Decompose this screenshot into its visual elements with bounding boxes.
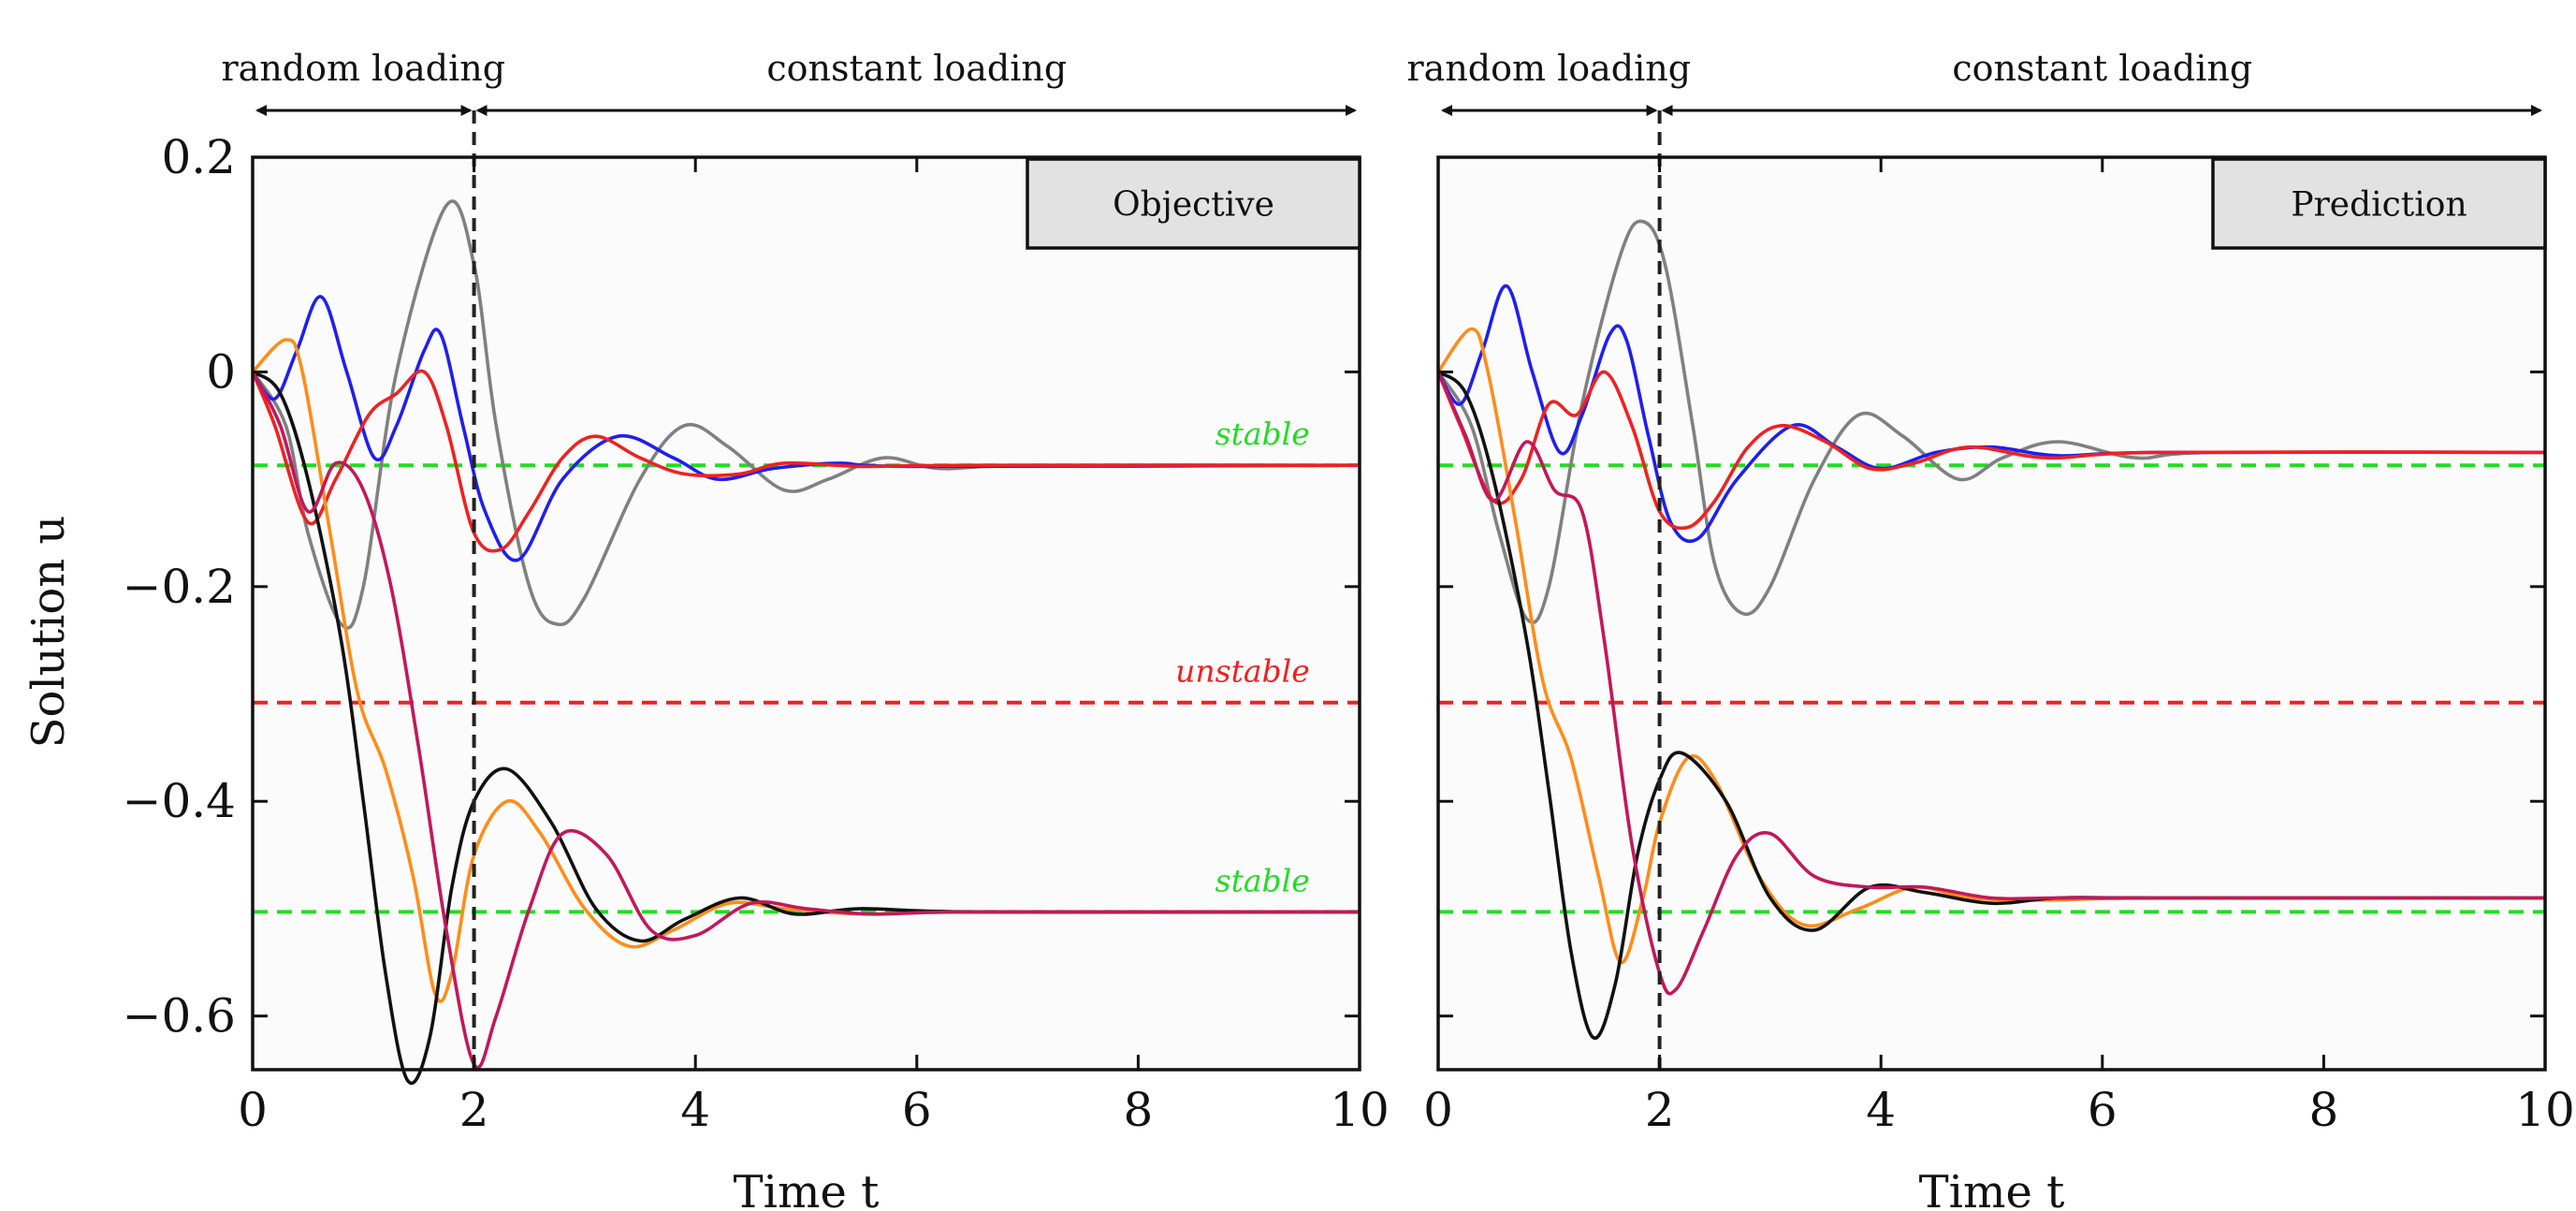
x-tick-label: 6 (2088, 1083, 2118, 1137)
x-tick-label: 4 (1866, 1083, 1896, 1137)
series-line (251, 371, 1361, 1070)
x-tick-label: 2 (459, 1083, 489, 1137)
annotation-label: random loading (1407, 48, 1692, 89)
plot-area (1438, 157, 2545, 1070)
annotation-label: random loading (222, 48, 506, 89)
y-tick-label: −0.6 (123, 989, 236, 1043)
x-axis-label: Time t (734, 1166, 880, 1211)
panel-label: Prediction (2291, 186, 2467, 225)
y-tick-label: 0 (206, 344, 236, 399)
x-axis-label: Time t (1919, 1166, 2065, 1211)
annotation-label: constant loading (766, 48, 1067, 89)
y-tick-label: 0.2 (161, 130, 236, 184)
x-tick-label: 6 (902, 1083, 932, 1137)
x-tick-label: 2 (1645, 1083, 1675, 1137)
x-tick-label: 10 (2515, 1083, 2575, 1137)
panel-label: Objective (1113, 186, 1274, 225)
series-line (1436, 284, 2546, 544)
series-line (251, 369, 1361, 553)
reference-line-label: unstable (1175, 653, 1310, 690)
x-tick-label: 8 (1123, 1083, 1153, 1137)
x-tick-label: 0 (1423, 1083, 1453, 1137)
panel-label-box (2211, 157, 2547, 250)
reference-line-label: stable (1215, 862, 1310, 898)
plot-area (253, 157, 1360, 1070)
series-line (1436, 219, 2546, 625)
series-line (1436, 370, 2546, 531)
panel-label-box (1026, 157, 1361, 250)
x-tick-label: 10 (1330, 1083, 1390, 1137)
x-tick-label: 0 (238, 1083, 268, 1137)
panel-objective: stable unstable stable 0 2 4 6 8 10 0.2 0 −0.2 −0.4 −… (123, 48, 1390, 1211)
annotation-label: constant loading (1952, 48, 2252, 89)
reference-line-label: stable (1215, 416, 1310, 452)
y-tick-label: −0.4 (123, 774, 236, 828)
axes-frame (1436, 155, 2547, 1072)
x-tick-label: 8 (2308, 1083, 2338, 1137)
y-axis-label: Solution u (22, 516, 75, 749)
series-line (1436, 371, 2545, 996)
panel-prediction: 0 2 4 6 8 10 Time t Prediction random loading con… (1407, 48, 2575, 1211)
axes-frame (251, 155, 1361, 1072)
series-line (251, 295, 1361, 562)
x-tick-label: 4 (680, 1083, 710, 1137)
y-tick-label: −0.2 (123, 560, 236, 614)
series-line (251, 199, 1361, 630)
